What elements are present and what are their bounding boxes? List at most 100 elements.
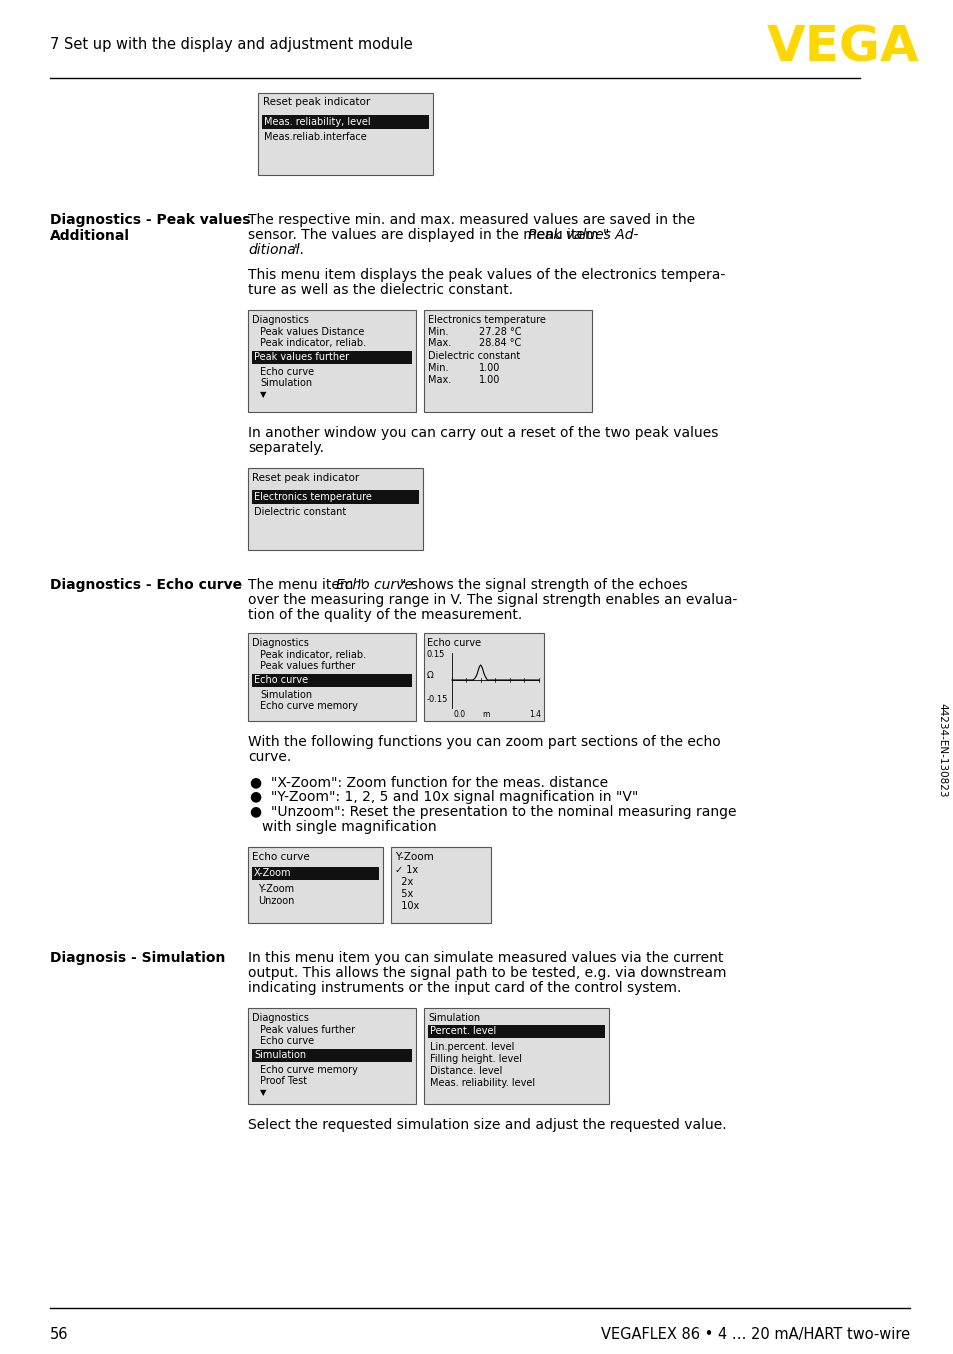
Text: 1.4: 1.4 — [529, 709, 540, 719]
Text: Min.: Min. — [428, 363, 448, 372]
Text: Diagnostics - Peak values: Diagnostics - Peak values — [50, 213, 251, 227]
Text: ●  "Y-Zoom": 1, 2, 5 and 10x signal magnification in "V": ● "Y-Zoom": 1, 2, 5 and 10x signal magni… — [250, 789, 638, 804]
Text: ".: ". — [294, 242, 305, 257]
Text: 0.15: 0.15 — [427, 650, 445, 659]
Text: With the following functions you can zoom part sections of the echo: With the following functions you can zoo… — [248, 735, 720, 749]
FancyBboxPatch shape — [252, 867, 378, 880]
Text: Percent. level: Percent. level — [430, 1026, 496, 1036]
Text: ditional: ditional — [248, 242, 299, 257]
Text: Min.: Min. — [428, 328, 448, 337]
Text: 2x: 2x — [395, 877, 413, 887]
Text: tion of the quality of the measurement.: tion of the quality of the measurement. — [248, 608, 521, 621]
Text: output. This allows the signal path to be tested, e.g. via downstream: output. This allows the signal path to b… — [248, 965, 726, 980]
Text: Diagnostics: Diagnostics — [252, 638, 309, 649]
Text: Diagnostics: Diagnostics — [252, 315, 309, 325]
Text: VEGAFLEX 86 • 4 … 20 mA/HART two-wire: VEGAFLEX 86 • 4 … 20 mA/HART two-wire — [600, 1327, 909, 1342]
Text: Reset peak indicator: Reset peak indicator — [252, 473, 359, 483]
Text: " shows the signal strength of the echoes: " shows the signal strength of the echoe… — [399, 578, 687, 592]
Text: Filling height. level: Filling height. level — [430, 1053, 521, 1064]
Text: ●  "X-Zoom": Zoom function for the meas. distance: ● "X-Zoom": Zoom function for the meas. … — [250, 774, 607, 789]
Text: The menu item ": The menu item " — [248, 578, 364, 592]
Text: Diagnostics - Echo curve: Diagnostics - Echo curve — [50, 578, 242, 592]
Text: Meas.reliab.interface: Meas.reliab.interface — [264, 131, 366, 142]
Text: Echo curve: Echo curve — [252, 852, 310, 862]
Text: 5x: 5x — [395, 890, 413, 899]
Text: Dielectric constant: Dielectric constant — [428, 351, 519, 362]
Text: In this menu item you can simulate measured values via the current: In this menu item you can simulate measu… — [248, 951, 722, 965]
FancyBboxPatch shape — [248, 848, 382, 923]
Text: ture as well as the dielectric constant.: ture as well as the dielectric constant. — [248, 283, 513, 297]
Text: The respective min. and max. measured values are saved in the: The respective min. and max. measured va… — [248, 213, 695, 227]
Text: 7 Set up with the display and adjustment module: 7 Set up with the display and adjustment… — [50, 38, 413, 53]
Text: Echo curve: Echo curve — [335, 578, 413, 592]
FancyBboxPatch shape — [423, 634, 543, 720]
Text: Simulation: Simulation — [253, 1049, 306, 1060]
Text: VEGA: VEGA — [766, 24, 919, 72]
Text: Additional: Additional — [50, 229, 130, 242]
Text: Echo curve: Echo curve — [260, 1036, 314, 1047]
Text: Ω: Ω — [427, 672, 434, 680]
Text: Peak values Distance: Peak values Distance — [260, 328, 364, 337]
FancyBboxPatch shape — [252, 351, 412, 364]
Text: with single magnification: with single magnification — [262, 821, 436, 834]
FancyBboxPatch shape — [257, 93, 433, 175]
Text: ●  "Unzoom": Reset the presentation to the nominal measuring range: ● "Unzoom": Reset the presentation to th… — [250, 806, 736, 819]
Text: In another window you can carry out a reset of the two peak values: In another window you can carry out a re… — [248, 427, 718, 440]
Text: Unzoon: Unzoon — [257, 896, 294, 906]
Text: 10x: 10x — [395, 900, 418, 911]
Text: Echo curve memory: Echo curve memory — [260, 701, 357, 711]
FancyBboxPatch shape — [252, 490, 418, 504]
Text: 1.00: 1.00 — [478, 375, 500, 385]
Text: Peak values further: Peak values further — [260, 661, 355, 672]
FancyBboxPatch shape — [248, 468, 422, 550]
Text: 56: 56 — [50, 1327, 69, 1342]
Text: ✓ 1x: ✓ 1x — [395, 865, 417, 875]
Text: Echo curve: Echo curve — [427, 638, 480, 649]
FancyBboxPatch shape — [423, 1007, 608, 1104]
FancyBboxPatch shape — [428, 1025, 604, 1039]
Text: Echo curve: Echo curve — [260, 367, 314, 376]
Text: Peak values further: Peak values further — [260, 1025, 355, 1034]
Text: Peak values further: Peak values further — [253, 352, 349, 362]
Text: 0.0: 0.0 — [454, 709, 466, 719]
Text: Diagnostics: Diagnostics — [252, 1013, 309, 1024]
Text: Max.: Max. — [428, 338, 451, 348]
Text: 27.28 °C: 27.28 °C — [478, 328, 521, 337]
Text: 28.84 °C: 28.84 °C — [478, 338, 520, 348]
Text: Meas. reliability. level: Meas. reliability. level — [430, 1078, 535, 1089]
FancyBboxPatch shape — [262, 115, 429, 129]
Text: Diagnosis - Simulation: Diagnosis - Simulation — [50, 951, 225, 965]
Text: Reset peak indicator: Reset peak indicator — [263, 97, 370, 107]
Text: Electronics temperature: Electronics temperature — [253, 492, 372, 502]
Text: indicating instruments or the input card of the control system.: indicating instruments or the input card… — [248, 982, 680, 995]
FancyBboxPatch shape — [252, 674, 412, 686]
Text: This menu item displays the peak values of the electronics tempera-: This menu item displays the peak values … — [248, 268, 724, 282]
Text: Dielectric constant: Dielectric constant — [253, 506, 346, 517]
Text: Echo curve: Echo curve — [253, 676, 308, 685]
FancyBboxPatch shape — [248, 634, 416, 720]
Text: Y-Zoom: Y-Zoom — [257, 884, 294, 894]
Text: Proof Test: Proof Test — [260, 1076, 307, 1086]
Text: m: m — [481, 709, 489, 719]
FancyBboxPatch shape — [423, 310, 592, 412]
Text: Simulation: Simulation — [428, 1013, 479, 1024]
Text: Simulation: Simulation — [260, 378, 312, 389]
Text: Lin.percent. level: Lin.percent. level — [430, 1043, 514, 1052]
Text: Select the requested simulation size and adjust the requested value.: Select the requested simulation size and… — [248, 1118, 726, 1132]
Text: 1.00: 1.00 — [478, 363, 500, 372]
Text: over the measuring range in V. The signal strength enables an evalua-: over the measuring range in V. The signa… — [248, 593, 737, 607]
Text: Meas. reliability, level: Meas. reliability, level — [264, 116, 370, 127]
FancyBboxPatch shape — [252, 1049, 412, 1062]
Text: X-Zoom: X-Zoom — [253, 868, 292, 877]
Text: Distance. level: Distance. level — [430, 1066, 502, 1076]
Text: ▼: ▼ — [260, 390, 266, 399]
Text: Y-Zoom: Y-Zoom — [395, 852, 434, 862]
Text: Max.: Max. — [428, 375, 451, 385]
Text: Simulation: Simulation — [260, 691, 312, 700]
Text: Electronics temperature: Electronics temperature — [428, 315, 545, 325]
Text: separately.: separately. — [248, 441, 324, 455]
Text: curve.: curve. — [248, 750, 291, 764]
Text: Peak indicator, reliab.: Peak indicator, reliab. — [260, 650, 366, 659]
Text: -0.15: -0.15 — [427, 695, 448, 704]
Text: Echo curve memory: Echo curve memory — [260, 1066, 357, 1075]
